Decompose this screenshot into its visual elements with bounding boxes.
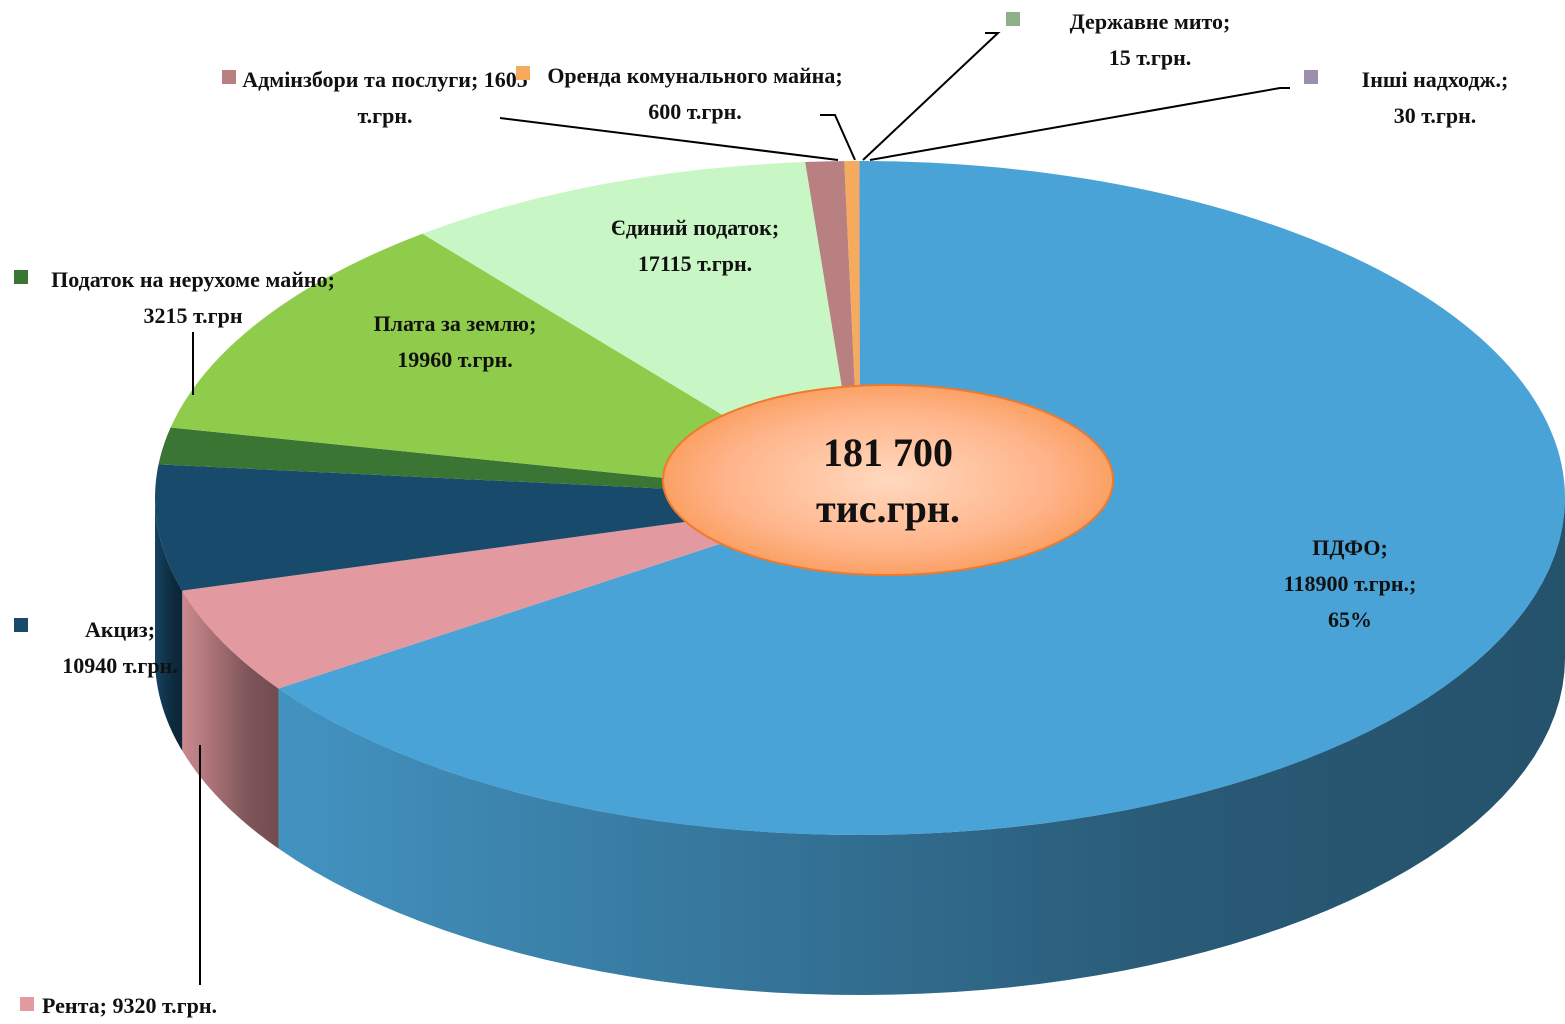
category-label: Державне мито;	[1069, 9, 1231, 34]
value-label: 600 т.грн.	[648, 99, 742, 124]
category-label: Рента;	[42, 993, 107, 1018]
center-ellipse	[662, 384, 1114, 576]
slice-side-shade	[278, 498, 1565, 995]
slice-label: ПДФО; 118900 т.грн.; 65%	[1180, 530, 1520, 638]
slice-label: Податок на нерухоме майно; 3215 т.грн	[38, 262, 348, 334]
slice	[182, 498, 860, 689]
slice	[858, 161, 860, 498]
category-label: Податок на нерухоме майно;	[51, 267, 335, 292]
center-line: тис.грн.	[816, 486, 960, 531]
slice-side-shade	[182, 590, 279, 849]
value-label: 3215 т.грн	[143, 303, 243, 328]
slice-label: Єдиний податок; 17115 т.грн.	[560, 210, 830, 282]
leader-line	[499, 117, 839, 161]
legend-swatch	[222, 70, 236, 84]
legend-swatch	[14, 618, 28, 632]
slice-label: Рента; 9320 т.грн.	[42, 988, 342, 1024]
category-label: Оренда комунального майна;	[547, 63, 843, 88]
legend-swatch	[14, 270, 28, 284]
slice-label: Інші надходж.; 30 т.грн.	[1320, 62, 1550, 134]
value-label: 30 т.грн.	[1393, 103, 1477, 128]
slice-label: Адмінзбори та послуги; 1605 т.грн.	[240, 62, 530, 134]
legend-swatch	[20, 997, 34, 1011]
leader-line	[862, 32, 1001, 161]
slice-label: Акциз; 10940 т.грн.	[20, 612, 220, 684]
category-label: Плата за землю;	[373, 311, 537, 336]
category-label: Інші надходж.;	[1361, 67, 1509, 92]
legend-swatch	[1304, 70, 1318, 84]
value-label: 19960 т.грн.	[397, 347, 513, 372]
slice-label: Оренда комунального майна; 600 т.грн.	[530, 58, 860, 130]
value-label: 17115 т.грн.	[637, 251, 753, 276]
value-label: 15 т.грн.	[1108, 45, 1192, 70]
legend-swatch	[310, 318, 324, 332]
value-label: 1605 т.грн.	[357, 67, 528, 128]
center-label: 181 700 тис.грн.	[663, 425, 1113, 537]
legend-swatch	[552, 220, 566, 234]
value-label: 9320 т.грн.	[112, 993, 218, 1018]
legend-swatch	[1006, 12, 1020, 26]
category-label: Адмінзбори та послуги;	[242, 67, 479, 92]
slice	[170, 233, 861, 499]
leader-line	[820, 114, 856, 161]
annotation: 65%	[1328, 607, 1372, 632]
value-label: 118900 т.грн.;	[1283, 571, 1417, 596]
slice-label: Державне мито; 15 т.грн.	[1020, 4, 1280, 76]
value-label: 10940 т.грн.	[62, 653, 178, 678]
legend-swatch	[1210, 540, 1224, 554]
legend-swatch	[516, 66, 530, 80]
category-label: ПДФО;	[1312, 535, 1388, 560]
center-line: 181 700	[823, 430, 953, 475]
category-label: Єдиний податок;	[610, 215, 780, 240]
slice-label: Плата за землю; 19960 т.грн.	[310, 306, 600, 378]
slice	[859, 161, 860, 498]
slice-side-shade	[155, 498, 183, 751]
category-label: Акциз;	[84, 617, 156, 642]
leader-line	[869, 87, 1290, 161]
